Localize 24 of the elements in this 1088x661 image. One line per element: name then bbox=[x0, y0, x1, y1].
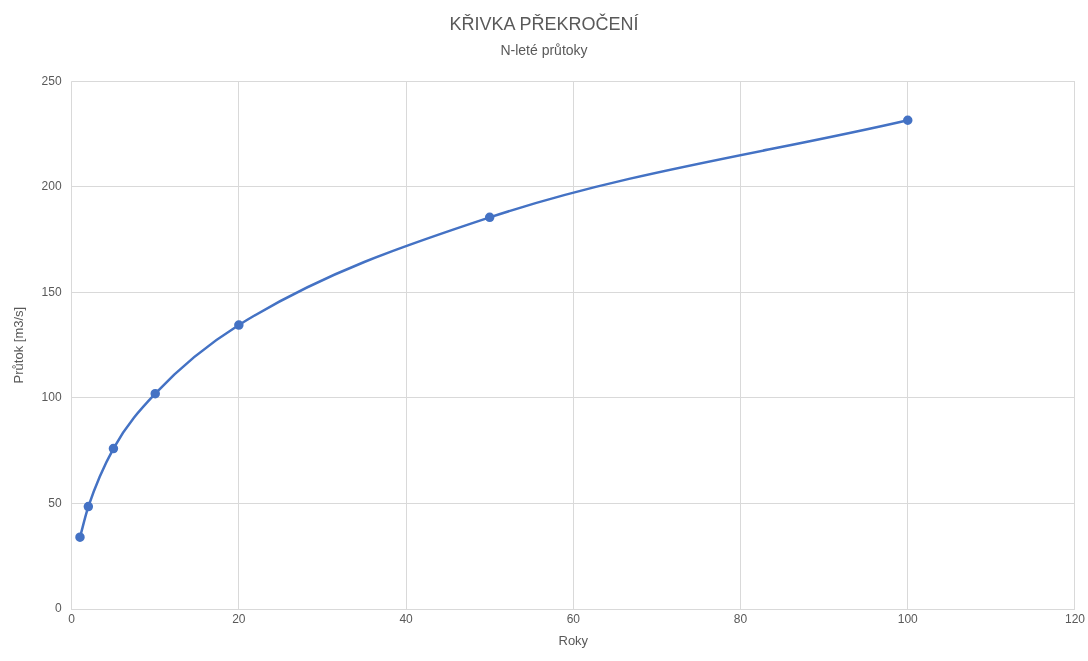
x-tick-label: 80 bbox=[733, 611, 748, 626]
y-tick-label: 100 bbox=[41, 390, 62, 405]
x-tick-label: 40 bbox=[399, 611, 414, 626]
y-tick-label: 200 bbox=[41, 179, 62, 194]
point bbox=[83, 501, 94, 512]
chart-title: KŘIVKA PŘEKROČENÍ bbox=[448, 14, 640, 35]
y-tick-label: 150 bbox=[41, 284, 62, 299]
point bbox=[150, 388, 160, 399]
x-axis-title: Roky bbox=[558, 632, 589, 648]
y-tick-label: 250 bbox=[41, 73, 62, 88]
x-tick-label: 60 bbox=[566, 611, 581, 626]
point bbox=[484, 212, 495, 223]
point bbox=[75, 532, 85, 542]
y-tick-label: 0 bbox=[54, 601, 62, 616]
point bbox=[108, 443, 119, 454]
x-tick-label: 20 bbox=[232, 611, 246, 626]
x-tick-label: 100 bbox=[897, 611, 919, 626]
y-axis-title: Průtok [m3/s] bbox=[11, 306, 27, 384]
chart-subtitle: N-leté průtoky bbox=[499, 42, 589, 58]
x-tick-label: 0 bbox=[68, 611, 76, 626]
y-tick-label: 50 bbox=[48, 495, 62, 510]
point bbox=[234, 320, 244, 330]
point bbox=[903, 115, 913, 126]
x-tick-label: 120 bbox=[1064, 611, 1086, 626]
